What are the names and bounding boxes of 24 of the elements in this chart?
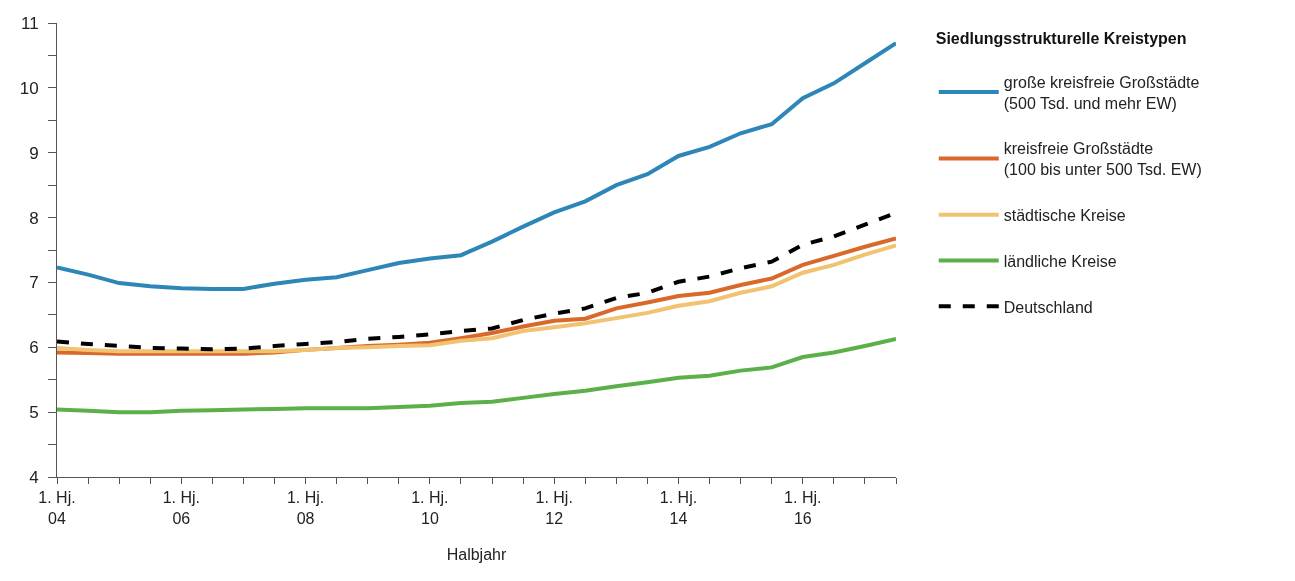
x-axis-title: Halbjahr [446, 545, 507, 563]
line-series [57, 41, 896, 291]
x-tick-label: 1. Hj. 12 [535, 489, 573, 527]
legend-label: Deutschland [1003, 298, 1093, 316]
y-tick-label: 6 [29, 338, 39, 358]
y-tick-label: 9 [29, 143, 39, 163]
legend-label: kreisfreie Großstädte (100 bis unter 500 Tsd. EW) [1003, 140, 1202, 179]
y-tick-label: 10 [19, 78, 39, 98]
legend-label: städtische Kreise [1003, 206, 1126, 224]
x-tick-label: 1. Hj. 08 [286, 489, 325, 527]
x-tick-label: 1. Hj. 04 [38, 489, 76, 527]
y-tick-label: 4 [29, 467, 39, 487]
x-tick-label: 1. Hj. 06 [162, 489, 200, 527]
y-tick-label: 8 [29, 208, 39, 228]
x-tick-label: 1. Hj. 10 [411, 489, 449, 527]
line-series [57, 336, 896, 415]
y-tick-label: 11 [20, 13, 39, 33]
y-tick-label: 5 [29, 403, 39, 423]
y-tick-label: 7 [29, 273, 39, 293]
x-tick-label: 1. Hj. 14 [659, 489, 698, 527]
legend-label: ländliche Kreise [1003, 252, 1117, 270]
x-tick-label: 1. Hj. 16 [784, 489, 822, 527]
legend-label: große kreisfreie Großstädte (500 Tsd. und mehr EW) [1003, 73, 1200, 112]
legend-title: Siedlungsstrukturelle Kreistypen [935, 29, 1187, 47]
